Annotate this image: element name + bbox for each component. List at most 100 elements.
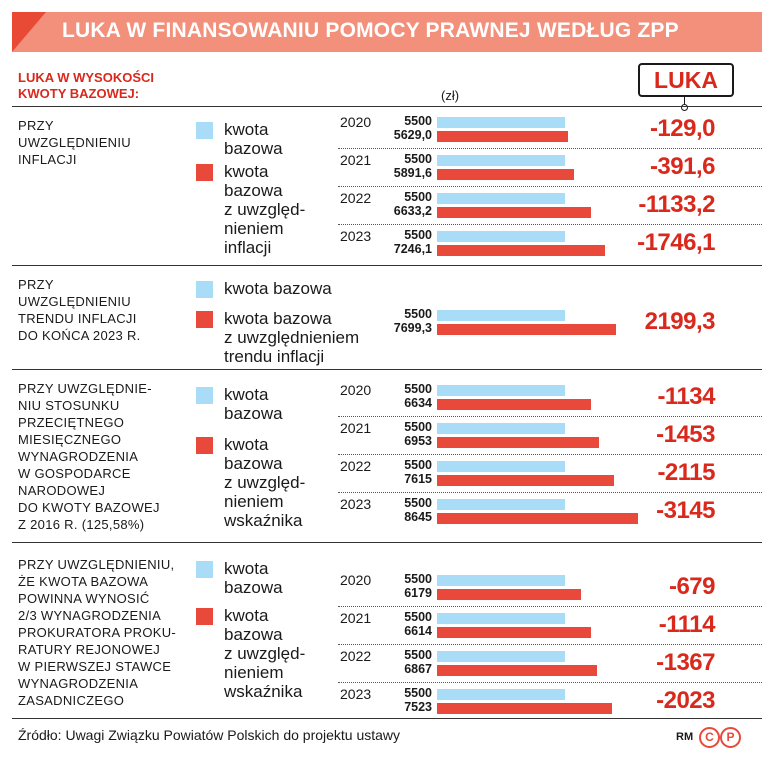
legend-adjusted-label: bazowa bbox=[224, 625, 283, 644]
row-divider bbox=[338, 186, 762, 187]
base-bar bbox=[437, 575, 565, 586]
legend-adjusted-label: z uwzględ- bbox=[224, 200, 306, 219]
header-left-line2: KWOTY BAZOWEJ: bbox=[18, 86, 140, 101]
year-label: 2021 bbox=[340, 152, 372, 168]
year-label: 2023 bbox=[340, 496, 372, 512]
year-label: 2022 bbox=[340, 458, 372, 474]
legend-adjusted-label: nieniem bbox=[224, 219, 284, 238]
year-label: 2021 bbox=[340, 610, 372, 626]
legend-base-label: bazowa bbox=[224, 404, 283, 423]
adjusted-bar bbox=[437, 703, 612, 714]
section-description-line: DO KWOTY BAZOWEJ bbox=[18, 500, 160, 515]
section-description-line: PRZY bbox=[18, 277, 54, 292]
legend-adjusted-label: bazowa bbox=[224, 181, 283, 200]
row-divider bbox=[338, 492, 762, 493]
base-value-label: 5500 bbox=[404, 152, 432, 166]
adjusted-bar bbox=[437, 665, 597, 676]
year-label: 2022 bbox=[340, 648, 372, 664]
section-description-line: WYNAGRODZENIA bbox=[18, 449, 139, 464]
legend-adjusted-label: kwota bbox=[224, 435, 269, 454]
section-description-line: DO KOŃCA 2023 R. bbox=[18, 328, 141, 343]
base-value-label: 5500 bbox=[404, 686, 432, 700]
legend-adjusted-label: z uwzględ- bbox=[224, 644, 306, 663]
legend-adjusted-label: z uwzględ- bbox=[224, 473, 306, 492]
year-label: 2020 bbox=[340, 382, 372, 398]
section-description-line: NIU STOSUNKU bbox=[18, 398, 120, 413]
base-bar bbox=[437, 231, 565, 242]
legend-adjusted-label: nieniem bbox=[224, 663, 284, 682]
year-label: 2022 bbox=[340, 190, 372, 206]
base-value-label: 5500 bbox=[404, 648, 432, 662]
base-value-label: 5500 bbox=[404, 190, 432, 204]
section-description-line: UWZGLĘDNIENIU bbox=[18, 135, 131, 150]
section-description-line: W PIERWSZEJ STAWCE bbox=[18, 659, 172, 674]
gap-value: -2115 bbox=[657, 459, 715, 486]
base-bar bbox=[437, 310, 565, 321]
base-bar bbox=[437, 385, 565, 396]
adjusted-bar bbox=[437, 245, 605, 256]
base-value-label: 5500 bbox=[404, 382, 432, 396]
section-description-line: WYNAGRODZENIA bbox=[18, 676, 139, 691]
section-divider bbox=[12, 369, 762, 370]
section-description-line: MIESIĘCZNEGO bbox=[18, 432, 122, 447]
year-label: 2020 bbox=[340, 114, 372, 130]
gap-value: -1114 bbox=[658, 611, 716, 638]
legend-swatch-base bbox=[196, 387, 213, 404]
adjusted-bar bbox=[437, 475, 614, 486]
legend-base-label: kwota bbox=[224, 120, 269, 139]
base-bar bbox=[437, 117, 565, 128]
section-description-line: INFLACJI bbox=[18, 152, 77, 167]
adjusted-bar bbox=[437, 131, 568, 142]
gap-value: -3145 bbox=[656, 497, 715, 524]
section-divider bbox=[12, 718, 762, 719]
row-divider bbox=[338, 644, 762, 645]
legend-adjusted-label: kwota bbox=[224, 606, 269, 625]
copyright-c-logo: C bbox=[699, 727, 720, 748]
year-label: 2023 bbox=[340, 686, 372, 702]
gap-value: -679 bbox=[668, 573, 716, 600]
base-value-label: 5500 bbox=[404, 496, 432, 510]
adjusted-value-label: 6614 bbox=[404, 624, 432, 638]
adjusted-bar bbox=[437, 324, 616, 335]
gap-value: -1134 bbox=[657, 383, 715, 410]
adjusted-value-label: 7699,3 bbox=[393, 321, 432, 335]
legend-swatch-adjusted bbox=[196, 311, 213, 328]
base-bar bbox=[437, 155, 565, 166]
adjusted-value-label: 5891,6 bbox=[393, 166, 432, 180]
adjusted-bar bbox=[437, 627, 591, 638]
header-left-line1: LUKA W WYSOKOŚCI bbox=[18, 70, 155, 85]
legend-base-label: bazowa bbox=[224, 139, 283, 158]
luka-pointer-dot bbox=[681, 104, 688, 111]
adjusted-value-label: 6634 bbox=[404, 396, 432, 410]
gap-value: 2199,3 bbox=[644, 308, 716, 335]
legend-adjusted-label: kwota bazowa bbox=[224, 309, 332, 328]
adjusted-bar bbox=[437, 513, 638, 524]
adjusted-bar bbox=[437, 207, 591, 218]
legend-swatch-adjusted bbox=[196, 608, 213, 625]
adjusted-value-label: 6867 bbox=[404, 662, 432, 676]
legend-adjusted-label: z uwzględnieniem bbox=[224, 328, 360, 347]
section-description-line: ŻE KWOTA BAZOWA bbox=[18, 574, 149, 589]
luka-pointer-line bbox=[684, 95, 685, 105]
legend-swatch-base bbox=[196, 561, 213, 578]
gap-value: -1133,2 bbox=[638, 191, 715, 218]
section-description-line: PROKURATORA PROKU- bbox=[18, 625, 177, 640]
legend-swatch-base bbox=[196, 281, 213, 298]
section-description-line: Z 2016 R. (125,58%) bbox=[18, 517, 145, 532]
legend-adjusted-label: nieniem bbox=[224, 492, 284, 511]
base-bar bbox=[437, 423, 565, 434]
year-label: 2020 bbox=[340, 572, 372, 588]
section-description-line: 2/3 WYNAGRODZENIA bbox=[18, 608, 162, 623]
source-note: Źródło: Uwagi Związku Powiatów Polskich … bbox=[18, 727, 401, 743]
adjusted-value-label: 7246,1 bbox=[393, 242, 432, 256]
base-value-label: 5500 bbox=[404, 114, 432, 128]
row-divider bbox=[338, 682, 762, 683]
base-bar bbox=[437, 613, 565, 624]
adjusted-value-label: 6953 bbox=[404, 434, 432, 448]
gap-value: -129,0 bbox=[649, 115, 716, 142]
section-description-line: PRZECIĘTNEGO bbox=[18, 415, 125, 430]
row-divider bbox=[338, 606, 762, 607]
adjusted-bar bbox=[437, 399, 591, 410]
legend-base-label: kwota bbox=[224, 559, 269, 578]
legend-adjusted-label: wskaźnika bbox=[224, 511, 303, 530]
